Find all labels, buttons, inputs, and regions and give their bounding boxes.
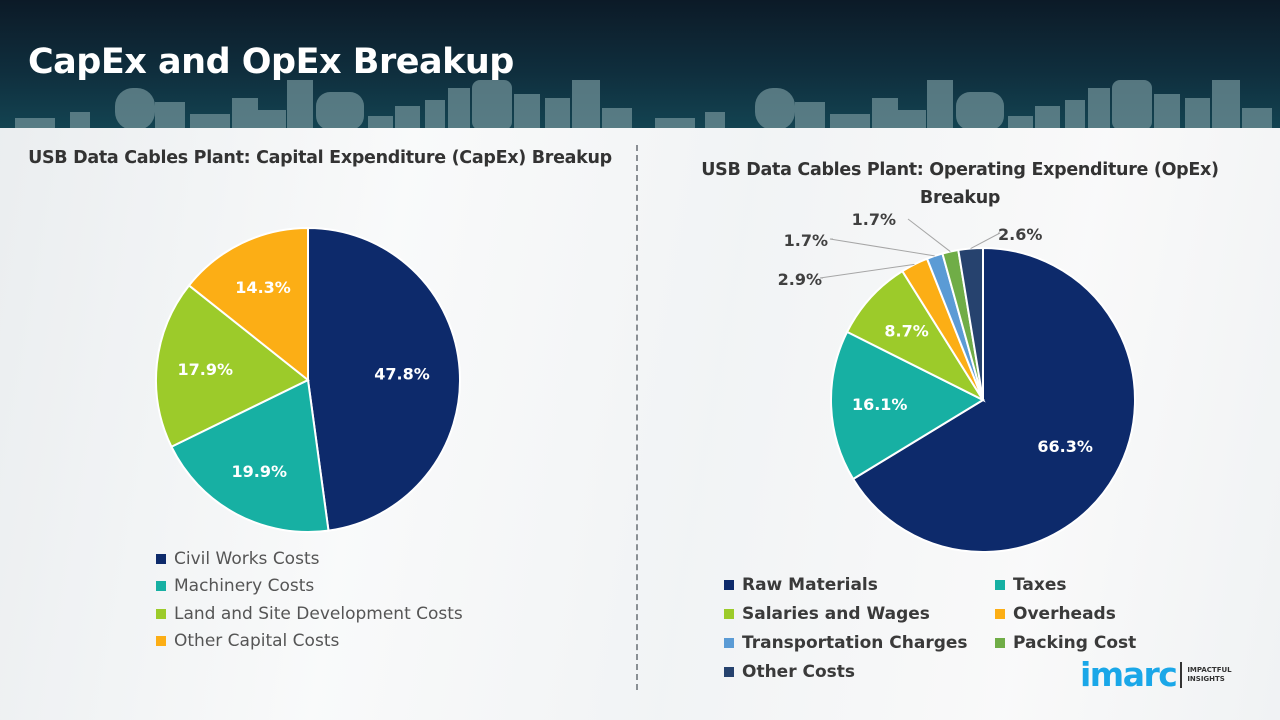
legend-swatch — [724, 579, 734, 590]
pie-slice-taxes — [830, 330, 986, 481]
data-label-taxes: 16.1% — [852, 395, 908, 414]
opex-legend: Raw Materials Taxes Salaries and Wages Over… — [724, 570, 1195, 686]
opex-panel: USB Data Cables Plant: Operating Expendi… — [640, 129, 1280, 720]
opex-chart-title: USB Data Cables Plant: Operating Expendi… — [701, 160, 1219, 208]
capex-chart-title: USB Data Cables Plant: Capital Expenditu… — [28, 148, 612, 168]
pie-slice-raw-materials — [851, 246, 1136, 553]
pie-slice-other-costs — [957, 246, 984, 401]
opex-pie-chart: 66.3% 16.1% 8.7% 2.9% 1.7% 1.7% 2.6% — [778, 210, 1136, 553]
legend-label: Salaries and Wages — [742, 603, 930, 624]
pie-slice-land-and-site-development-costs — [155, 284, 310, 449]
legend-item-transportation-charges: Transportation Charges — [724, 628, 995, 657]
capex-legend: Civil Works Costs Machinery Costs Land and… — [156, 545, 463, 655]
legend-item-land-and-site-development-costs: Land and Site Development Costs — [156, 600, 463, 628]
legend-item-taxes: Taxes — [995, 570, 1195, 599]
data-label-raw-materials: 66.3% — [1037, 437, 1093, 456]
legend-label: Overheads — [1013, 603, 1116, 624]
legend-item-machinery-costs: Machinery Costs — [156, 573, 463, 601]
legend-label: Raw Materials — [742, 574, 878, 595]
data-label-machinery-costs: 19.9% — [232, 462, 288, 481]
pie-slice-other-capital-costs — [187, 226, 309, 383]
leader-line-packing-cost — [907, 218, 951, 252]
page-title: CapEx and OpEx Breakup — [28, 42, 514, 82]
legend-item-salaries-and-wages: Salaries and Wages — [724, 599, 995, 628]
legend-label: Other Costs — [742, 661, 856, 682]
legend-label: Taxes — [1013, 574, 1067, 595]
data-label-civil-works-costs: 47.8% — [374, 365, 430, 384]
logo-tagline-line1: IMPACTFUL — [1187, 666, 1232, 674]
leader-line-overheads — [819, 263, 915, 279]
legend-item-overheads: Overheads — [995, 599, 1195, 628]
data-label-transportation-charges: 1.7% — [784, 231, 828, 250]
legend-label: Land and Site Development Costs — [174, 603, 463, 624]
legend-item-other-costs: Other Costs — [724, 657, 995, 686]
logo-separator — [1180, 662, 1183, 688]
leader-line-transportation-charges — [829, 238, 935, 257]
leader-line-other-costs — [970, 232, 1001, 249]
legend-label: Packing Cost — [1013, 632, 1137, 653]
data-label-salaries-and-wages: 8.7% — [884, 321, 928, 340]
legend-swatch — [156, 636, 166, 647]
data-label-land-and-site-development-costs: 17.9% — [177, 360, 233, 379]
header-banner: CapEx and OpEx Breakup — [0, 0, 1280, 130]
legend-swatch — [724, 608, 734, 619]
legend-swatch — [995, 579, 1005, 590]
legend-item-civil-works-costs: Civil Works Costs — [156, 545, 463, 573]
legend-swatch — [156, 553, 166, 564]
legend-swatch — [156, 608, 166, 619]
capex-pie-chart: 47.8% 19.9% 17.9% 14.3% — [155, 226, 461, 533]
legend-label: Other Capital Costs — [174, 631, 340, 652]
legend-label: Transportation Charges — [742, 632, 968, 653]
city-skyline-decoration — [15, 80, 1272, 130]
legend-label: Machinery Costs — [174, 576, 315, 597]
pie-slice-salaries-and-wages — [845, 269, 986, 403]
legend-swatch — [156, 581, 166, 592]
legend-item-raw-materials: Raw Materials — [724, 570, 995, 599]
legend-label: Civil Works Costs — [174, 548, 320, 569]
legend-swatch — [724, 637, 734, 648]
pie-slice-machinery-costs — [170, 378, 330, 533]
data-label-packing-cost: 1.7% — [852, 210, 896, 229]
legend-swatch — [995, 637, 1005, 648]
data-label-other-costs: 2.6% — [998, 225, 1042, 244]
logo-tagline-line2: INSIGHTS — [1187, 675, 1225, 683]
legend-swatch — [995, 608, 1005, 619]
logo-wordmark: imarc — [1080, 655, 1178, 694]
data-label-overheads: 2.9% — [778, 270, 822, 289]
logo-tagline: IMPACTFUL INSIGHTS — [1187, 666, 1231, 684]
capex-panel: USB Data Cables Plant: Capital Expenditu… — [0, 127, 640, 720]
pie-slice-civil-works-costs — [307, 226, 461, 532]
data-label-other-capital-costs: 14.3% — [235, 278, 291, 297]
legend-item-packing-cost: Packing Cost — [995, 628, 1195, 657]
legend-swatch — [724, 666, 734, 677]
imarc-logo: imarc IMPACTFUL INSIGHTS — [1080, 655, 1232, 694]
legend-item-other-capital-costs: Other Capital Costs — [156, 628, 463, 656]
panel-divider — [636, 145, 638, 690]
